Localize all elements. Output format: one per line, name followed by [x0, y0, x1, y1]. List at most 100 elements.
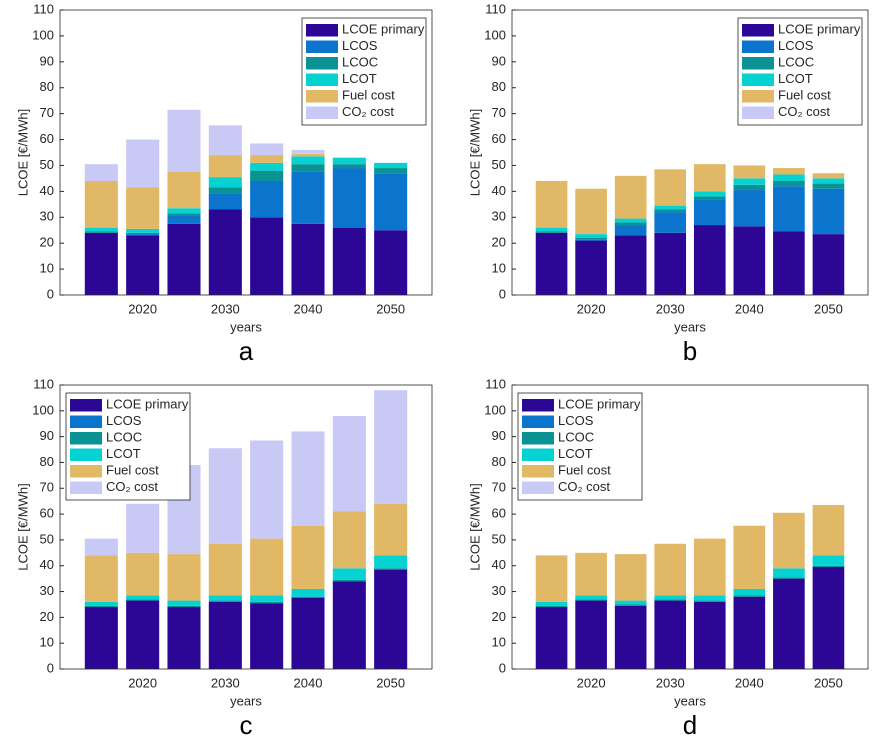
- bar-segment: [773, 181, 805, 187]
- y-tick-label: 110: [485, 1, 506, 16]
- bar-segment: [84, 181, 118, 228]
- bar-segment: [167, 213, 201, 216]
- y-tick-label: 50: [40, 157, 54, 172]
- bar-segment: [614, 222, 647, 226]
- bar-segment: [84, 601, 118, 606]
- bar-segment: [84, 164, 118, 181]
- y-tick-label: 10: [492, 261, 506, 276]
- bar-segment: [84, 231, 118, 233]
- y-tick-label: 60: [40, 506, 54, 521]
- bar-segment: [693, 600, 726, 602]
- bar-segment: [654, 543, 687, 596]
- legend-label: LCOE primary: [778, 22, 861, 37]
- legend-label: LCOC: [558, 430, 594, 445]
- bar-segment: [575, 238, 607, 240]
- legend-swatch: [70, 399, 102, 412]
- y-tick-label: 60: [492, 506, 506, 521]
- bar-segment: [773, 174, 805, 181]
- y-tick-label: 10: [40, 261, 54, 276]
- bar-segment: [654, 209, 687, 213]
- bar-segment: [84, 605, 118, 608]
- legend-label: LCOE primary: [342, 22, 425, 37]
- legend-label: CO₂ cost: [342, 104, 394, 119]
- bar-segment: [250, 155, 284, 163]
- bar-segment: [291, 223, 325, 295]
- bar-segment: [773, 568, 805, 578]
- bar-segment: [654, 600, 687, 669]
- y-tick-label: 110: [33, 1, 54, 16]
- bar-segment: [291, 149, 325, 154]
- bar-segment: [250, 181, 284, 218]
- bar-segment: [693, 601, 726, 669]
- bar-segment: [812, 567, 845, 669]
- legend-label: LCOT: [342, 71, 377, 86]
- legend-label: LCOS: [558, 413, 594, 428]
- bar-segment: [84, 227, 118, 232]
- bar-segment: [693, 225, 726, 295]
- x-tick-label: 2030: [211, 675, 240, 690]
- bar-segment: [575, 599, 607, 601]
- y-tick-label: 80: [40, 454, 54, 469]
- y-tick-label: 90: [40, 53, 54, 68]
- x-tick-label: 2050: [814, 301, 843, 316]
- bar-segment: [614, 218, 647, 223]
- legend-swatch: [306, 40, 338, 53]
- bar-segment: [291, 588, 325, 597]
- bar-segment: [374, 503, 408, 556]
- y-tick-label: 50: [492, 157, 506, 172]
- legend-label: LCOC: [106, 430, 142, 445]
- bar-segment: [693, 164, 726, 192]
- y-tick-label: 70: [492, 105, 506, 120]
- legend-label: LCOS: [106, 413, 142, 428]
- y-tick-label: 90: [492, 428, 506, 443]
- bar-segment: [208, 125, 242, 156]
- legend-label: LCOC: [778, 55, 814, 70]
- legend-swatch: [522, 415, 554, 428]
- bar-segment: [654, 232, 687, 295]
- bar-segment: [812, 505, 845, 556]
- bar-segment: [126, 600, 160, 669]
- x-tick-label: 2020: [128, 301, 157, 316]
- bar-segment: [374, 230, 408, 295]
- bar-segment: [126, 595, 160, 600]
- legend-label: CO₂ cost: [106, 479, 158, 494]
- legend-swatch: [522, 465, 554, 478]
- legend-label: CO₂ cost: [778, 104, 830, 119]
- x-axis-label: years: [230, 693, 262, 708]
- bar-segment: [733, 595, 766, 597]
- x-tick-label: 2030: [656, 675, 685, 690]
- y-tick-label: 80: [492, 79, 506, 94]
- bar-segment: [208, 209, 242, 295]
- bar-segment: [614, 605, 647, 669]
- bar-segment: [575, 188, 607, 235]
- legend-swatch: [306, 90, 338, 103]
- legend-swatch: [306, 57, 338, 70]
- bar-segment: [733, 226, 766, 295]
- legend-swatch: [70, 415, 102, 428]
- y-tick-label: 100: [32, 27, 54, 42]
- panel-label: b: [683, 336, 697, 366]
- bar-segment: [654, 212, 687, 233]
- y-tick-label: 90: [492, 53, 506, 68]
- x-tick-label: 2030: [656, 301, 685, 316]
- legend-swatch: [306, 24, 338, 37]
- y-tick-label: 30: [492, 583, 506, 598]
- bar-segment: [250, 162, 284, 171]
- bar-segment: [167, 607, 201, 669]
- bar-segment: [126, 139, 160, 188]
- axes-box: [59, 9, 433, 296]
- legend-swatch: [70, 432, 102, 445]
- legend-label: LCOC: [342, 55, 378, 70]
- y-tick-label: 30: [40, 209, 54, 224]
- legend-label: Fuel cost: [106, 463, 159, 478]
- bar-segment: [733, 178, 766, 185]
- legend-label: LCOE primary: [558, 397, 641, 412]
- bar-segment: [126, 503, 160, 553]
- x-tick-label: 2040: [294, 301, 323, 316]
- x-tick-label: 2020: [577, 675, 606, 690]
- y-tick-label: 30: [40, 583, 54, 598]
- legend-label: CO₂ cost: [558, 479, 610, 494]
